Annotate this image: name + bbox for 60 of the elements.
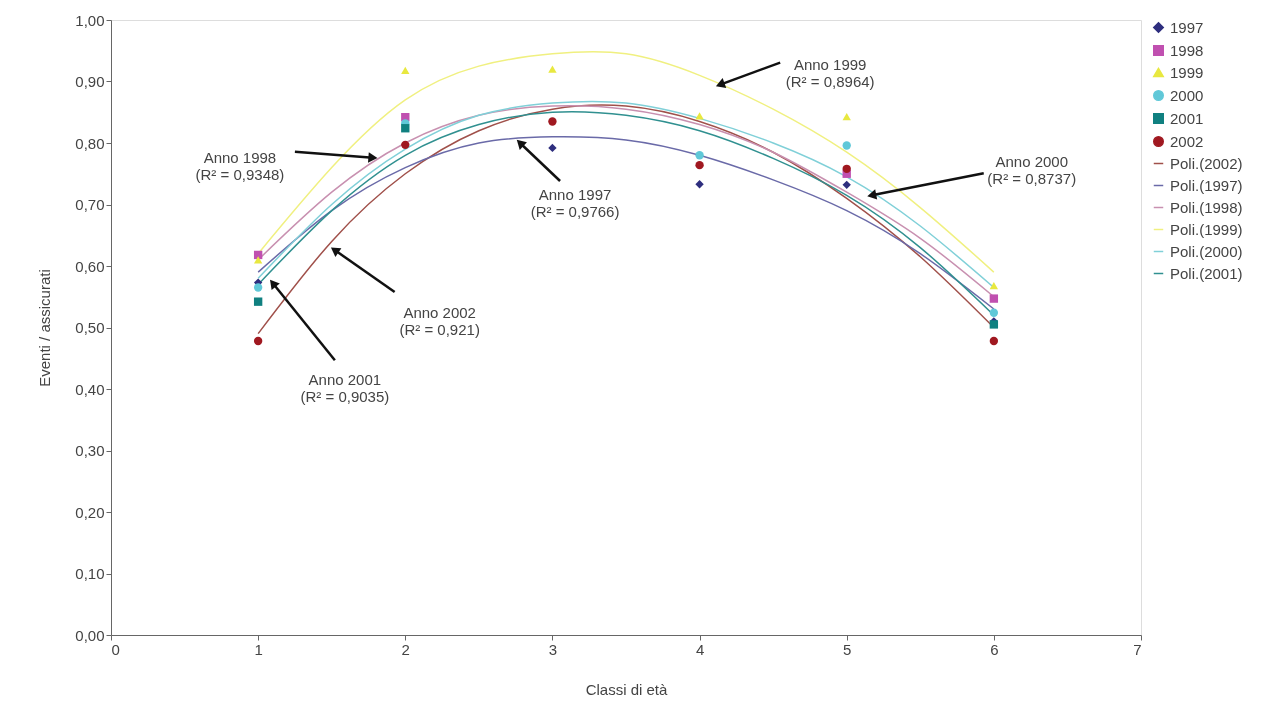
legend-label: 1999 xyxy=(1170,63,1204,81)
legend-label: Poli.(2001) xyxy=(1170,264,1243,282)
legend-label: Poli.(1998) xyxy=(1170,198,1243,216)
point xyxy=(401,66,410,75)
legend-label: Poli.(2002) xyxy=(1170,154,1243,172)
y-tick-label: 1,00 xyxy=(75,11,105,29)
point xyxy=(695,151,704,160)
point xyxy=(695,112,704,120)
annotation: Anno 2002 (R² = 0,921) xyxy=(399,304,480,339)
point xyxy=(253,297,263,306)
y-tick-label: 0,90 xyxy=(75,73,105,90)
legend-label: Poli.(1999) xyxy=(1170,220,1243,238)
y-tick-label: 0,60 xyxy=(75,257,105,275)
point xyxy=(401,124,410,133)
y-tick-label: 0,20 xyxy=(75,503,105,521)
point xyxy=(253,283,263,292)
annotation: Anno 2001 (R² = 0,9035) xyxy=(300,371,390,406)
x-axis-title: Classi di età xyxy=(585,680,669,698)
y-tick-label: 0,10 xyxy=(75,565,105,582)
y-axis-title: Eventi / assicurati xyxy=(36,269,54,387)
point xyxy=(842,164,851,173)
annotation: Anno 1998 (R² = 0,9348) xyxy=(195,148,285,183)
x-tick-label: 6 xyxy=(990,640,999,658)
y-tick-label: 0,00 xyxy=(75,626,105,644)
point xyxy=(548,143,557,153)
point xyxy=(548,117,557,126)
x-tick-label: 2 xyxy=(401,640,410,658)
x-tick-label: 7 xyxy=(1133,640,1142,658)
x-tick-label: 1 xyxy=(254,640,263,658)
x-tick-label: 4 xyxy=(695,640,705,658)
legend-label: 1997 xyxy=(1170,18,1204,36)
point xyxy=(548,65,557,73)
point xyxy=(989,282,999,290)
legend-label: 2002 xyxy=(1170,132,1204,150)
point xyxy=(989,336,999,346)
y-tick-label: 0,30 xyxy=(75,442,105,459)
annotation: Anno 2000 (R² = 0,8737) xyxy=(987,153,1077,188)
point xyxy=(842,180,851,189)
point xyxy=(695,180,704,189)
y-tick-label: 0,80 xyxy=(75,134,105,152)
point xyxy=(401,140,410,150)
point xyxy=(253,336,263,346)
point xyxy=(842,141,851,150)
y-tick-label: 0,50 xyxy=(75,319,105,336)
legend-label: Poli.(2000) xyxy=(1170,242,1243,260)
x-tick-label: 0 xyxy=(111,640,120,658)
point xyxy=(842,112,851,121)
x-tick-label: 5 xyxy=(843,640,852,658)
point xyxy=(989,294,999,303)
legend-label: 1998 xyxy=(1170,41,1204,59)
annotation: Anno 1997 (R² = 0,9766) xyxy=(530,186,620,220)
y-tick-label: 0,40 xyxy=(75,380,105,398)
point xyxy=(989,308,999,317)
legend-label: 2001 xyxy=(1170,109,1204,127)
annotation: Anno 1999 (R² = 0,8964) xyxy=(785,55,875,90)
legend-label: Poli.(1997) xyxy=(1170,176,1243,194)
y-tick-label: 0,70 xyxy=(75,196,105,213)
point xyxy=(695,160,704,170)
x-tick-label: 3 xyxy=(548,640,558,658)
legend-label: 2000 xyxy=(1170,86,1204,104)
